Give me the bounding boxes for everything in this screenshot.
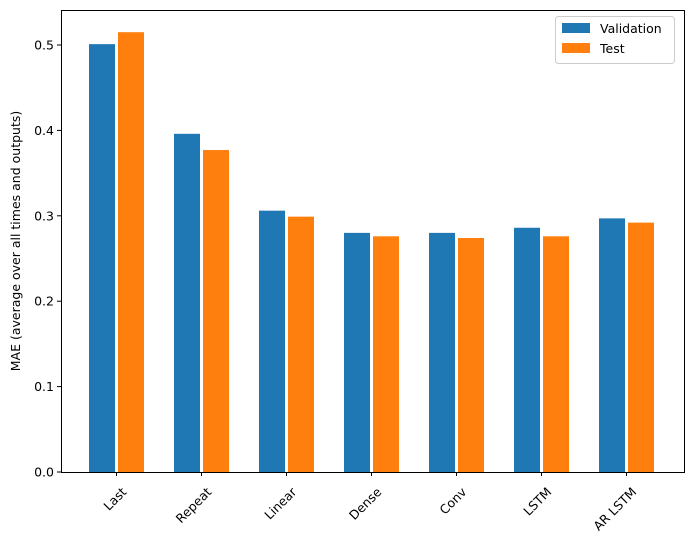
bar-validation-repeat (174, 133, 200, 473)
bar-test-conv (458, 238, 484, 472)
x-tick-label: Repeat (173, 484, 215, 526)
bar-test-linear (288, 216, 314, 472)
legend-label-validation: Validation (600, 21, 662, 36)
y-tick-label: 0.1 (34, 379, 54, 394)
x-tick-label: Dense (346, 484, 385, 523)
bar-test-last (118, 32, 144, 472)
legend: Validation Test (555, 16, 675, 64)
bar-test-repeat (203, 150, 229, 473)
bar-validation-lstm (514, 227, 540, 472)
x-tick-label: Linear (261, 484, 300, 523)
bar-validation-conv (429, 232, 455, 472)
y-tick-label: 0.3 (34, 208, 54, 223)
y-tick-label: 0.4 (34, 123, 54, 138)
bar-test-ar-lstm (628, 222, 654, 472)
bar-validation-linear (259, 210, 285, 472)
legend-swatch-validation (562, 23, 590, 33)
y-tick-label: 0.5 (34, 38, 54, 53)
y-tick-label: 0.0 (34, 465, 54, 480)
legend-label-test: Test (599, 41, 625, 56)
legend-swatch-test (562, 43, 590, 53)
x-tick-label: LSTM (520, 484, 554, 518)
bar-validation-dense (344, 232, 370, 472)
plot-frame (61, 10, 685, 473)
x-tick-label: Conv (436, 484, 469, 517)
y-axis-label: MAE (average over all times and outputs) (8, 111, 23, 372)
bar-validation-ar-lstm (599, 218, 625, 472)
x-tick-label: AR LSTM (590, 484, 639, 533)
bar-test-lstm (543, 236, 569, 472)
x-tick-label: Last (100, 484, 129, 513)
bar-test-dense (373, 236, 399, 472)
y-tick-label: 0.2 (34, 294, 54, 309)
bar-validation-last (89, 44, 115, 473)
